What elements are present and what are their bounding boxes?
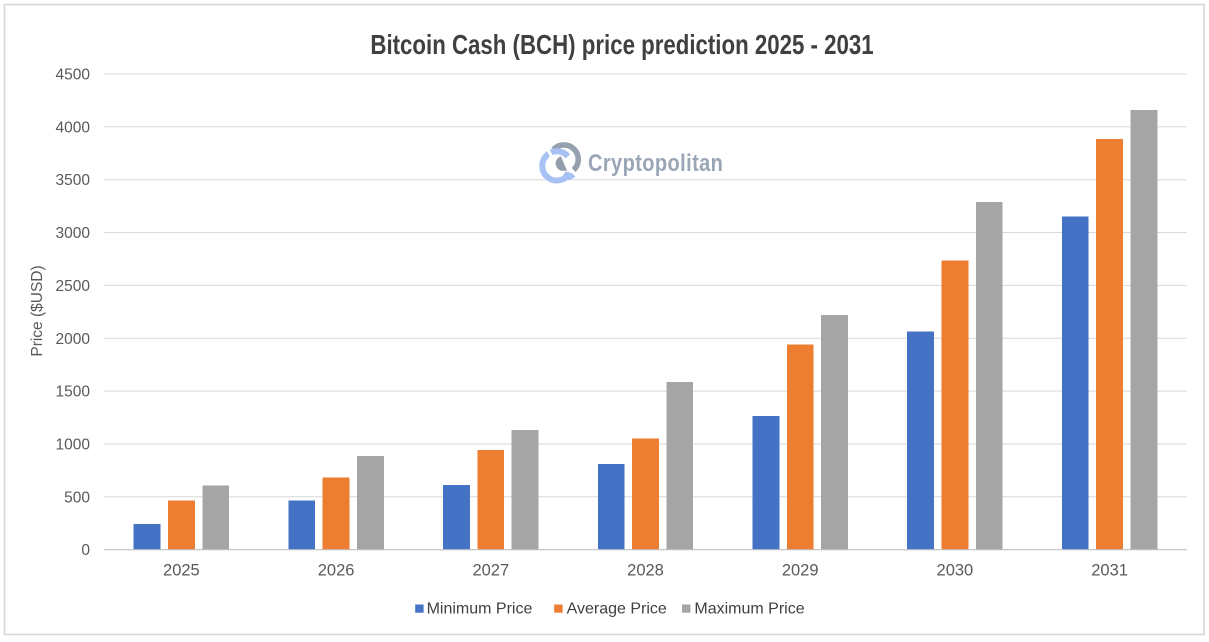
svg-text:2030: 2030 xyxy=(937,562,974,580)
svg-text:2028: 2028 xyxy=(627,562,664,580)
svg-text:Price ($USD): Price ($USD) xyxy=(29,265,46,356)
svg-text:1500: 1500 xyxy=(56,384,91,401)
svg-text:Maximum Price: Maximum Price xyxy=(694,601,804,618)
svg-text:3500: 3500 xyxy=(56,172,91,189)
svg-text:2500: 2500 xyxy=(56,278,91,295)
svg-text:Average Price: Average Price xyxy=(567,601,667,618)
svg-text:500: 500 xyxy=(64,489,90,506)
svg-text:0: 0 xyxy=(81,542,90,559)
svg-text:Minimum Price: Minimum Price xyxy=(427,601,533,618)
svg-text:Cryptopolitan: Cryptopolitan xyxy=(588,149,723,176)
svg-text:Bitcoin Cash (BCH) price predi: Bitcoin Cash (BCH) price prediction 2025… xyxy=(370,30,873,61)
svg-text:4500: 4500 xyxy=(56,67,91,84)
svg-text:3000: 3000 xyxy=(56,225,91,242)
svg-text:2027: 2027 xyxy=(472,562,509,580)
svg-text:2031: 2031 xyxy=(1091,562,1128,580)
svg-text:2029: 2029 xyxy=(782,562,819,580)
svg-text:2000: 2000 xyxy=(56,331,91,348)
svg-text:2025: 2025 xyxy=(163,562,200,580)
svg-text:4000: 4000 xyxy=(56,119,91,136)
svg-text:2026: 2026 xyxy=(318,562,355,580)
svg-text:1000: 1000 xyxy=(56,437,91,454)
